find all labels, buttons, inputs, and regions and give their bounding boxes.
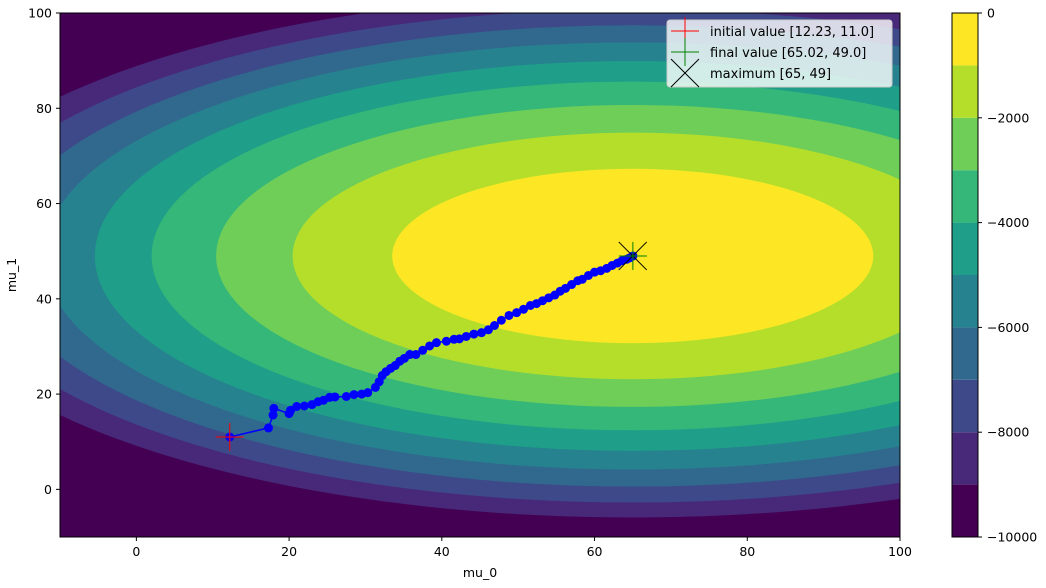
path-point: [477, 328, 487, 338]
path-point: [454, 334, 464, 344]
legend-marker-final: [671, 38, 699, 66]
colorbar-band: [952, 170, 978, 223]
y-tick-label: 80: [36, 101, 52, 116]
colorbar: 0 −2000 −4000 −6000 −8000 −10000: [951, 6, 1037, 545]
y-tick-label: 20: [36, 387, 52, 402]
colorbar-tick-label: −8000: [987, 425, 1029, 440]
path-point: [504, 310, 514, 320]
y-tick-label: 60: [36, 196, 52, 211]
path-point: [299, 401, 309, 411]
x-tick-label: 100: [888, 544, 912, 559]
x-axis: 0 20 40 60 80 100: [132, 537, 912, 559]
path-point: [490, 320, 500, 330]
x-tick-label: 0: [132, 544, 140, 559]
path-point: [330, 392, 340, 402]
path-point: [349, 390, 359, 400]
x-tick-label: 60: [587, 544, 603, 559]
path-point: [469, 329, 479, 339]
x-tick-label: 40: [434, 544, 450, 559]
y-axis: 0 20 40 60 80 100: [28, 6, 60, 497]
colorbar-tick-label: 0: [987, 6, 995, 21]
path-point: [425, 341, 435, 351]
path-point: [441, 336, 451, 346]
colorbar-tick-label: −6000: [987, 320, 1029, 335]
legend: initial value [12.23, 11.0] final value …: [666, 17, 893, 88]
legend-label-initial: initial value [12.23, 11.0]: [710, 25, 874, 40]
path-point: [496, 315, 506, 325]
y-axis-label: mu_1: [4, 258, 19, 292]
colorbar-band: [952, 432, 978, 485]
y-tick-label: 40: [36, 291, 52, 306]
final-value-marker: [618, 241, 647, 270]
colorbar-band: [952, 275, 978, 328]
y-tick-label: 0: [44, 482, 52, 497]
path-point: [341, 391, 351, 401]
path-point: [363, 388, 373, 398]
colorbar-band: [952, 13, 978, 66]
colorbar-band: [952, 327, 978, 380]
colorbar-band: [952, 222, 978, 275]
colorbar-tick-label: −10000: [987, 530, 1037, 545]
path-point: [418, 345, 428, 355]
contour-fill: [60, 13, 900, 537]
path-point: [512, 308, 522, 318]
x-tick-label: 80: [739, 544, 755, 559]
path-point: [461, 331, 471, 341]
colorbar-band: [952, 484, 978, 537]
colorbar-tick-label: −4000: [987, 215, 1029, 230]
legend-label-final: final value [65.02, 49.0]: [710, 46, 866, 61]
path-point: [431, 338, 441, 348]
colorbar-band: [952, 65, 978, 118]
plot-frame: [59, 12, 901, 538]
path-point: [292, 401, 302, 411]
colorbar-frame: [951, 12, 979, 538]
path-point: [519, 304, 529, 314]
markers: [215, 241, 648, 451]
path-point: [263, 423, 273, 433]
x-axis-label: mu_0: [463, 565, 497, 580]
initial-value-marker: [215, 422, 244, 451]
legend-label-maximum: maximum [65, 49]: [710, 67, 831, 82]
colorbar-band: [952, 379, 978, 433]
colorbar-tick-label: −2000: [987, 110, 1029, 125]
y-tick-label: 100: [28, 6, 52, 21]
path-point: [269, 403, 279, 413]
path-point: [411, 350, 421, 360]
plot-area: [59, 12, 901, 538]
path-point: [268, 410, 278, 420]
colorbar-band: [952, 117, 978, 171]
legend-box: [666, 19, 893, 88]
x-tick-label: 20: [281, 544, 297, 559]
legend-marker-maximum: [670, 58, 700, 88]
